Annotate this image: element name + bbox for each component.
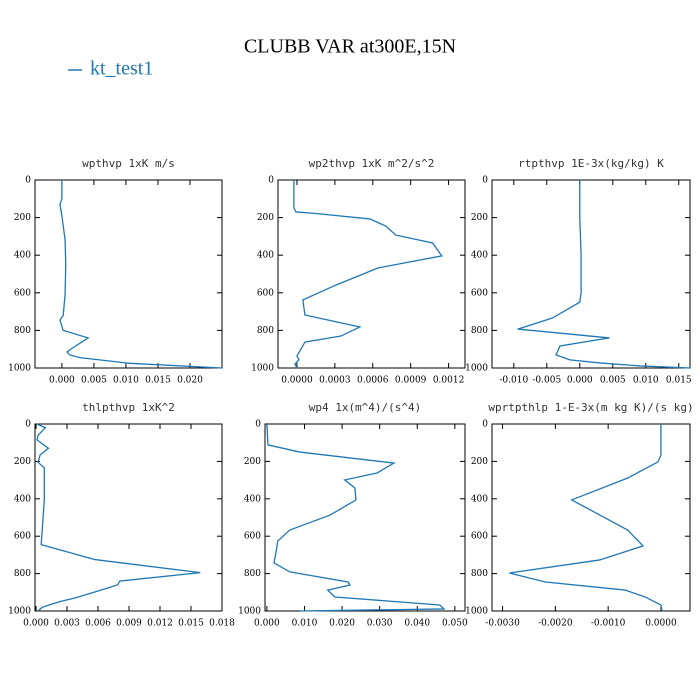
y-tick-label: 400: [14, 494, 31, 504]
y-tick-label: 0: [255, 420, 261, 430]
x-tick-label: -0.0010: [591, 619, 626, 629]
plot-frame: [491, 423, 691, 612]
y-tick-label: 600: [244, 532, 261, 542]
y-tick-label: 800: [244, 569, 261, 579]
x-tick-label: 0.006: [85, 619, 111, 629]
y-tick-label: 400: [244, 494, 261, 504]
plot-frame: [491, 179, 691, 369]
y-tick-label: 0: [268, 176, 274, 186]
plot-frame: [264, 423, 466, 612]
profile-line: [509, 424, 663, 612]
y-tick-label: 200: [257, 213, 274, 223]
plot-frame: [34, 423, 223, 612]
y-tick-label: 600: [14, 532, 31, 542]
x-tick-label: 0.0003: [319, 376, 351, 386]
y-tick-label: 400: [14, 251, 31, 261]
y-tick-label: 600: [471, 532, 488, 542]
x-tick-label: 0.040: [404, 619, 430, 629]
plot-title: rtpthvp 1E-3x(kg/kg) K: [518, 157, 664, 170]
x-tick-label: 0.009: [116, 619, 142, 629]
y-tick-label: 400: [257, 251, 274, 261]
plot-title: wp2thvp 1xK m^2/s^2: [309, 157, 435, 170]
y-tick-label: 800: [471, 569, 488, 579]
y-tick-label: 1000: [465, 607, 488, 617]
figure-title: CLUBB VAR at300E,15N: [244, 36, 456, 58]
y-tick-label: 0: [25, 176, 31, 186]
y-tick-label: 1000: [8, 607, 31, 617]
legend-label: kt_test1: [90, 58, 153, 80]
profile-line: [59, 180, 223, 369]
y-tick-label: 800: [14, 326, 31, 336]
y-tick-label: 200: [244, 457, 261, 467]
x-tick-label: 0.020: [177, 376, 203, 386]
y-tick-label: 1000: [465, 364, 488, 374]
x-tick-label: 0.0000: [281, 376, 313, 386]
x-tick-label: -0.005: [532, 376, 561, 386]
plot-frame: [277, 179, 466, 369]
y-tick-label: 200: [14, 457, 31, 467]
y-tick-label: 200: [14, 213, 31, 223]
x-tick-label: 0.015: [145, 376, 171, 386]
plot-title: wprtpthlp 1-E-3x(m kg K)/(s kg): [488, 401, 693, 414]
x-tick-label: 0.000: [49, 376, 75, 386]
profile-line: [517, 180, 691, 369]
x-tick-label: 0.0009: [395, 376, 427, 386]
x-tick-label: 0.015: [666, 376, 692, 386]
plot-frame: [34, 179, 223, 369]
x-tick-label: -0.010: [499, 376, 528, 386]
x-tick-label: 0.010: [292, 619, 318, 629]
x-tick-label: 0.030: [367, 619, 393, 629]
y-tick-label: 400: [471, 251, 488, 261]
x-tick-label: 0.000: [23, 619, 49, 629]
x-tick-label: 0.010: [113, 376, 139, 386]
x-tick-label: 0.005: [81, 376, 107, 386]
x-tick-label: -0.0020: [538, 619, 573, 629]
x-tick-label: 0.015: [178, 619, 204, 629]
x-tick-label: 0.003: [54, 619, 80, 629]
y-tick-label: 0: [482, 176, 488, 186]
plot-title: wp4 1x(m^4)/(s^4): [309, 401, 422, 414]
x-tick-label: 0.050: [442, 619, 468, 629]
x-tick-label: 0.012: [147, 619, 173, 629]
profile-line: [36, 423, 201, 612]
x-tick-label: 0.018: [209, 619, 235, 629]
profile-line: [293, 180, 443, 369]
y-tick-label: 800: [14, 569, 31, 579]
y-tick-label: 0: [482, 420, 488, 430]
plot-title: wpthvp 1xK m/s: [82, 157, 175, 170]
x-tick-label: -0.0030: [485, 619, 520, 629]
x-tick-label: 0.000: [567, 376, 593, 386]
profile-line: [266, 423, 446, 612]
y-tick-label: 600: [471, 288, 488, 298]
y-tick-label: 800: [257, 326, 274, 336]
x-tick-label: 0.0006: [357, 376, 389, 386]
y-tick-label: 0: [25, 420, 31, 430]
y-tick-label: 600: [14, 288, 31, 298]
y-tick-label: 1000: [8, 364, 31, 374]
y-tick-label: 800: [471, 326, 488, 336]
y-tick-label: 200: [471, 213, 488, 223]
y-tick-label: 600: [257, 288, 274, 298]
y-tick-label: 1000: [238, 607, 261, 617]
x-tick-label: 0.010: [633, 376, 659, 386]
x-tick-label: 0.0000: [645, 619, 677, 629]
y-tick-label: 400: [471, 494, 488, 504]
y-tick-label: 200: [471, 457, 488, 467]
y-tick-label: 1000: [251, 364, 274, 374]
plot-title: thlpthvp 1xK^2: [82, 401, 175, 414]
x-tick-label: 0.005: [600, 376, 626, 386]
x-tick-label: 0.000: [254, 619, 280, 629]
x-tick-label: 0.0012: [433, 376, 465, 386]
x-tick-label: 0.020: [329, 619, 355, 629]
